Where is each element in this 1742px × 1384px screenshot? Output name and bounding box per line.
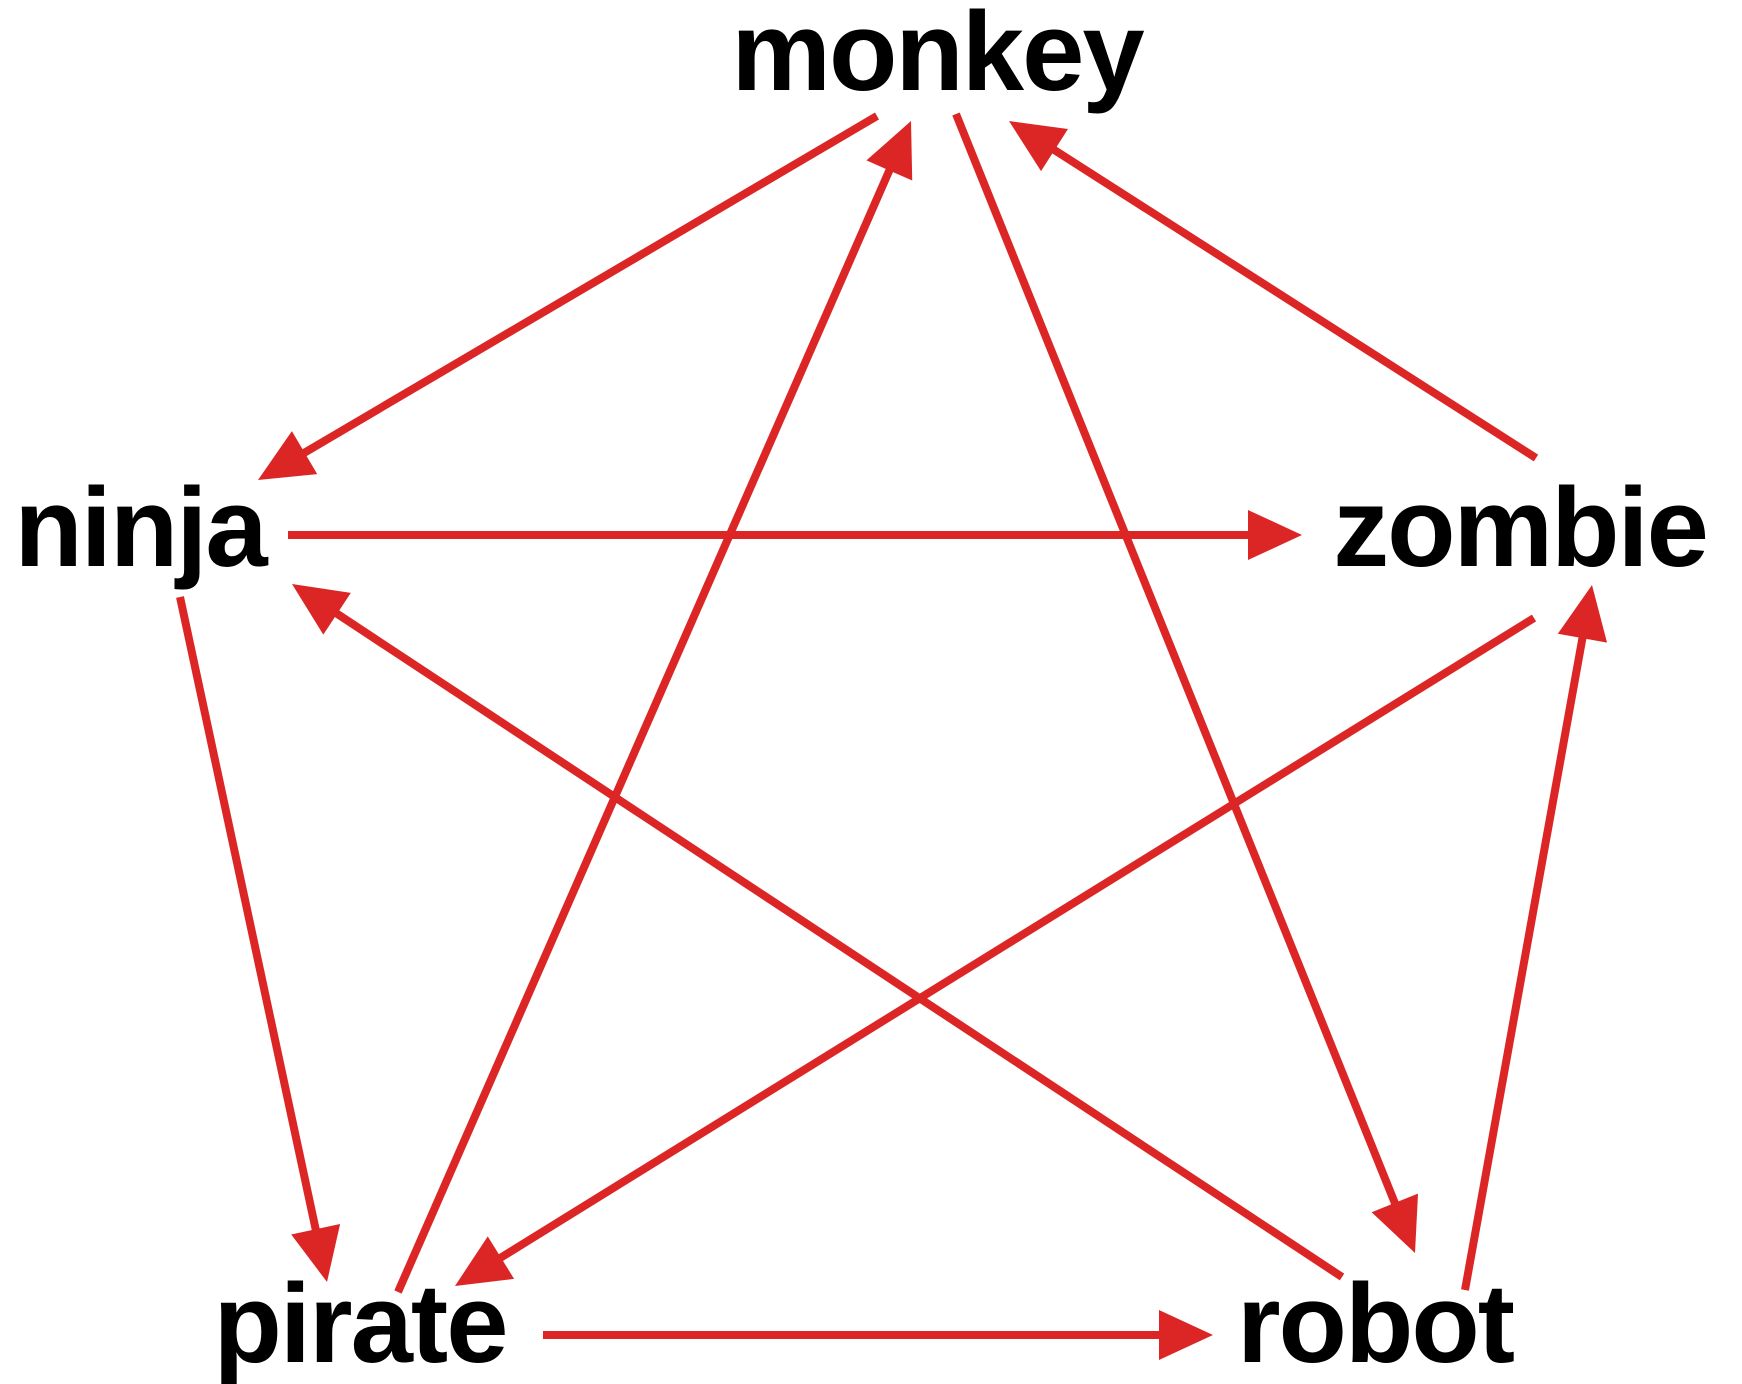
node-pirate: pirate — [214, 1261, 507, 1384]
edge-line — [300, 112, 880, 458]
arrowhead-icon — [1248, 510, 1302, 560]
edge-ninja-to-zombie — [288, 510, 1302, 560]
node-zombie: zombie — [1333, 465, 1707, 590]
arrowhead-icon — [1371, 1193, 1419, 1253]
edge-zombie-to-monkey — [1009, 121, 1539, 462]
edge-robot-to-zombie — [1461, 585, 1608, 1291]
node-robot: robot — [1237, 1261, 1514, 1384]
edge-line — [1461, 635, 1587, 1291]
edge-ninja-to-pirate — [176, 596, 341, 1282]
arrowhead-icon — [455, 1236, 515, 1286]
edge-line — [394, 167, 894, 1294]
arrowhead-icon — [866, 121, 913, 181]
edge-line — [497, 614, 1537, 1263]
nodes-layer: monkey ninja zombie pirate robot — [14, 0, 1709, 1384]
arrowhead-icon — [1009, 121, 1068, 172]
node-ninja: ninja — [14, 465, 268, 590]
edge-monkey-to-robot — [952, 112, 1419, 1253]
edge-pirate-to-robot — [543, 1310, 1213, 1360]
edge-line — [176, 596, 321, 1232]
arrowhead-icon — [1557, 585, 1608, 643]
edge-zombie-to-pirate — [455, 614, 1537, 1286]
edge-monkey-to-ninja — [258, 112, 880, 480]
edge-line — [333, 609, 1345, 1281]
edges-layer — [176, 112, 1608, 1360]
arrowhead-icon — [258, 431, 318, 480]
edge-pirate-to-monkey — [394, 121, 913, 1294]
edge-line — [952, 112, 1400, 1207]
arrowhead-icon — [1159, 1310, 1213, 1360]
edge-line — [1050, 145, 1539, 462]
arrowhead-icon — [291, 1223, 341, 1282]
arrowhead-icon — [292, 584, 351, 635]
node-monkey: monkey — [731, 0, 1144, 114]
edge-robot-to-ninja — [292, 584, 1345, 1281]
